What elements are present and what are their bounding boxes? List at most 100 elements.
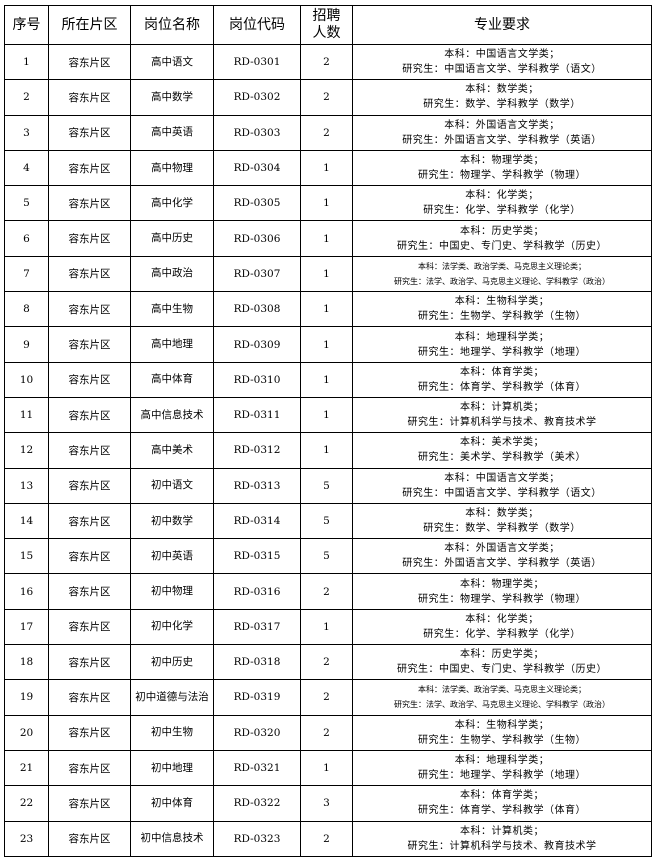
graduate-requirement: 研究生：中国语言文学、学科教学（语文） [402, 487, 602, 499]
undergraduate-requirement: 本科：地理科学类； [454, 331, 550, 343]
post-code-cell: RD-0318 [213, 644, 301, 681]
area-cell: 容东片区 [48, 396, 131, 434]
post-name-cell: 高中语文 [130, 43, 214, 81]
graduate-requirement: 研究生：生物学、学科教学（生物） [418, 734, 586, 746]
recruitment-table: 序号 所在片区 岗位名称 岗位代码 招聘 人数 专业要求 1 容东片区 高中语文 RD… [4, 5, 652, 857]
header-count: 招聘 人数 [300, 5, 353, 45]
post-name-cell: 初中生物 [130, 714, 214, 751]
post-code-cell: RD-0305 [213, 185, 301, 222]
row-number: 8 [4, 291, 49, 328]
undergraduate-requirement: 本科：中国语言文学类； [444, 49, 560, 61]
header-code: 岗位代码 [213, 5, 301, 45]
table-row: 9 容东片区 高中地理 RD-0309 1 本科：地理科学类； 研究生：地理学、学科教学（地… [4, 326, 652, 363]
post-code-cell: RD-0315 [213, 538, 301, 575]
post-name-cell: 高中历史 [130, 220, 214, 257]
requirements-cell: 本科：美术学类； 研究生：美术学、学科教学（美术） [352, 432, 652, 469]
table-row: 21 容东片区 初中地理 RD-0321 1 本科：地理科学类； 研究生：地理学、学科教学（… [4, 749, 652, 787]
post-code-cell: RD-0322 [213, 785, 301, 822]
header-row: 序号 所在片区 岗位名称 岗位代码 招聘 人数 专业要求 [4, 5, 652, 45]
row-number: 23 [4, 820, 49, 857]
post-name-cell: 初中信息技术 [130, 820, 214, 857]
requirements-cell: 本科：地理科学类； 研究生：地理学、学科教学（地理） [352, 326, 652, 363]
area-cell: 容东片区 [48, 467, 131, 504]
undergraduate-requirement: 本科：数学类； [465, 508, 539, 519]
post-code-cell: RD-0320 [213, 714, 301, 751]
row-number: 10 [4, 361, 49, 398]
row-number: 5 [4, 185, 49, 222]
row-number: 21 [4, 749, 49, 787]
requirements-cell: 本科：计算机类； 研究生：计算机科学与技术、教育技术学 [352, 820, 652, 857]
requirements-cell: 本科：法学类、政治学类、马克思主义理论类； 研究生：法学、政治学、马克思主义理论、… [352, 679, 652, 716]
row-number: 20 [4, 714, 49, 751]
header-requirements: 专业要求 [352, 5, 652, 45]
requirements-cell: 本科：外国语言文学类； 研究生：外国语言文学、学科教学（英语） [352, 538, 652, 575]
table-row: 10 容东片区 高中体育 RD-0310 1 本科：体育学类； 研究生：体育学、学科教学（体… [4, 361, 652, 398]
row-number: 16 [4, 573, 49, 610]
area-cell: 容东片区 [48, 361, 131, 398]
graduate-requirement: 研究生：计算机科学与技术、教育技术学 [407, 417, 597, 429]
recruit-count-cell: 1 [300, 396, 353, 434]
post-name-cell: 初中历史 [130, 644, 214, 681]
undergraduate-requirement: 本科：数学类； [465, 84, 539, 96]
row-number: 9 [4, 326, 49, 363]
graduate-requirement: 研究生：法学、政治学、马克思主义理论、学科教学（政治） [394, 700, 610, 710]
undergraduate-requirement: 本科：外国语言文学类； [444, 543, 560, 555]
post-code-cell: RD-0311 [213, 396, 301, 434]
row-number: 7 [4, 255, 49, 293]
post-name-cell: 高中政治 [130, 255, 214, 293]
graduate-requirement: 研究生：地理学、学科教学（地理） [418, 346, 586, 358]
table-row: 12 容东片区 高中美术 RD-0312 1 本科：美术学类； 研究生：美术学、学科教学（美… [4, 432, 652, 469]
requirements-cell: 本科：物理学类； 研究生：物理学、学科教学（物理） [352, 573, 652, 610]
row-number: 13 [4, 467, 49, 504]
undergraduate-requirement: 本科：化学类； [465, 190, 539, 202]
requirements-cell: 本科：计算机类； 研究生：计算机科学与技术、教育技术学 [352, 396, 652, 434]
post-code-cell: RD-0319 [213, 679, 301, 716]
graduate-requirement: 研究生：物理学、学科教学（物理） [418, 170, 586, 182]
recruit-count-cell: 2 [300, 644, 353, 681]
post-code-cell: RD-0304 [213, 149, 301, 187]
post-code-cell: RD-0321 [213, 749, 301, 787]
undergraduate-requirement: 本科：化学类； [465, 613, 539, 625]
recruit-count-cell: 1 [300, 149, 353, 187]
graduate-requirement: 研究生：数学、学科教学（数学） [423, 523, 581, 534]
post-code-cell: RD-0323 [213, 820, 301, 857]
table-row: 20 容东片区 初中生物 RD-0320 2 本科：生物科学类； 研究生：生物学、学科教学（… [4, 714, 652, 751]
table-row: 1 容东片区 高中语文 RD-0301 2 本科：中国语言文学类； 研究生：中国语言文学、学… [4, 43, 652, 81]
recruit-count-cell: 2 [300, 820, 353, 857]
requirements-cell: 本科：外国语言文学类； 研究生：外国语言文学、学科教学（英语） [352, 114, 652, 151]
header-post: 岗位名称 [130, 5, 214, 45]
recruit-count-cell: 5 [300, 538, 353, 575]
post-name-cell: 初中物理 [130, 573, 214, 610]
graduate-requirement: 研究生：体育学、学科教学（体育） [418, 805, 586, 817]
recruit-count-cell: 5 [300, 502, 353, 540]
post-code-cell: RD-0307 [213, 255, 301, 293]
graduate-requirement: 研究生：外国语言文学、学科教学（英语） [402, 558, 602, 570]
table-row: 14 容东片区 初中数学 RD-0314 5 本科：数学类； 研究生：数学、学科教学（数学） [4, 502, 652, 540]
requirements-cell: 本科：历史学类； 研究生：中国史、专门史、学科教学（历史） [352, 644, 652, 681]
table-row: 4 容东片区 高中物理 RD-0304 1 本科：物理学类； 研究生：物理学、学科教学（物理… [4, 149, 652, 187]
requirements-cell: 本科：数学类； 研究生：数学、学科教学（数学） [352, 79, 652, 116]
recruit-count-cell: 1 [300, 361, 353, 398]
graduate-requirement: 研究生：化学、学科教学（化学） [423, 628, 581, 640]
requirements-cell: 本科：化学类； 研究生：化学、学科教学（化学） [352, 608, 652, 646]
row-number: 4 [4, 149, 49, 187]
row-number: 2 [4, 79, 49, 116]
graduate-requirement: 研究生：美术学、学科教学（美术） [418, 452, 586, 464]
area-cell: 容东片区 [48, 679, 131, 716]
post-name-cell: 高中化学 [130, 185, 214, 222]
graduate-requirement: 研究生：体育学、学科教学（体育） [418, 381, 586, 393]
recruit-count-cell: 1 [300, 608, 353, 646]
post-code-cell: RD-0308 [213, 291, 301, 328]
row-number: 12 [4, 432, 49, 469]
undergraduate-requirement: 本科：体育学类； [460, 790, 544, 802]
area-cell: 容东片区 [48, 149, 131, 187]
requirements-cell: 本科：地理科学类； 研究生：地理学、学科教学（地理） [352, 749, 652, 787]
graduate-requirement: 研究生：中国史、专门史、学科教学（历史） [397, 240, 607, 252]
row-number: 22 [4, 785, 49, 822]
table-row: 3 容东片区 高中英语 RD-0303 2 本科：外国语言文学类； 研究生：外国语言文学、学… [4, 114, 652, 151]
graduate-requirement: 研究生：地理学、学科教学（地理） [418, 770, 586, 782]
requirements-cell: 本科：体育学类； 研究生：体育学、学科教学（体育） [352, 361, 652, 398]
post-name-cell: 初中道德与法治 [130, 679, 214, 716]
post-code-cell: RD-0309 [213, 326, 301, 363]
post-code-cell: RD-0313 [213, 467, 301, 504]
